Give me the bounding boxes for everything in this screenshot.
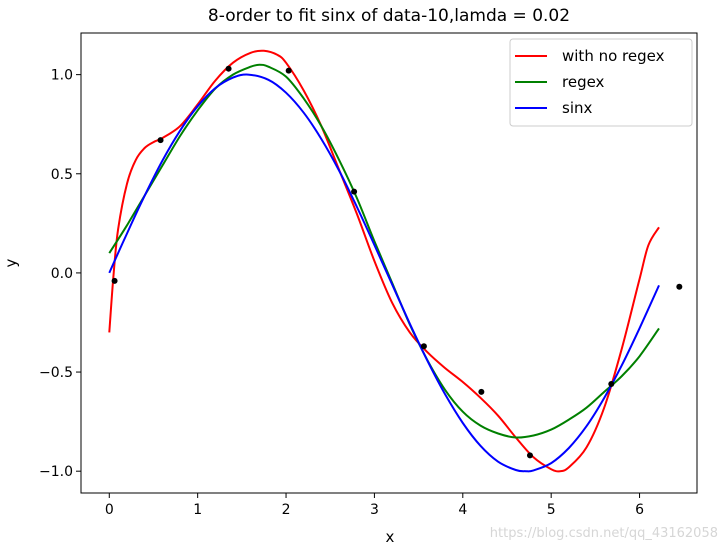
data-point [351,188,358,195]
x-axis-label: x [386,528,395,546]
legend-items: with no regex regex sinx [515,47,665,117]
data-point [676,283,683,290]
series-line-regex [108,63,660,439]
x-axis-ticks: 0 1 2 3 4 5 6 [105,493,644,518]
x-tick-label: 0 [105,502,114,518]
legend-box [509,38,693,127]
plot-area: 0 1 2 3 4 5 6 −1.0 −0.5 0.0 0.5 1.0 [39,32,698,518]
y-axis-ticks: −1.0 −0.5 0.0 0.5 1.0 [39,68,81,480]
x-tick-label: 6 [635,502,644,518]
data-point [157,137,164,144]
y-tick-label: 0.5 [51,167,73,183]
y-tick-label: 0.0 [51,266,73,282]
chart-title: 8-order to fit sinx of data-10,lamda = 0… [208,6,570,26]
x-tick-label: 5 [547,502,556,518]
x-tick-label: 4 [458,502,467,518]
series-layer [108,49,683,473]
data-point [420,343,427,350]
y-tick-label: 1.0 [51,68,73,84]
data-point [225,65,232,72]
data-point [478,388,485,395]
x-tick-label: 3 [370,502,379,518]
data-point [526,452,533,459]
legend: with no regex regex sinx [509,38,693,127]
legend-label: with no regex [562,47,665,65]
y-tick-label: −1.0 [39,464,73,480]
watermark-text: https://blog.csdn.net/qq_43162058 [490,526,718,541]
legend-label: regex [562,73,605,91]
data-point [111,277,118,284]
series-line-sinx [108,73,660,473]
y-axis-label: y [2,258,20,267]
x-tick-label: 1 [193,502,202,518]
plot-frame [80,32,698,494]
data-point [285,67,292,74]
legend-label: sinx [562,99,592,117]
y-tick-label: −0.5 [39,365,73,381]
data-point [608,380,615,387]
x-tick-label: 2 [282,502,291,518]
series-line-with-no-regex [108,49,660,473]
